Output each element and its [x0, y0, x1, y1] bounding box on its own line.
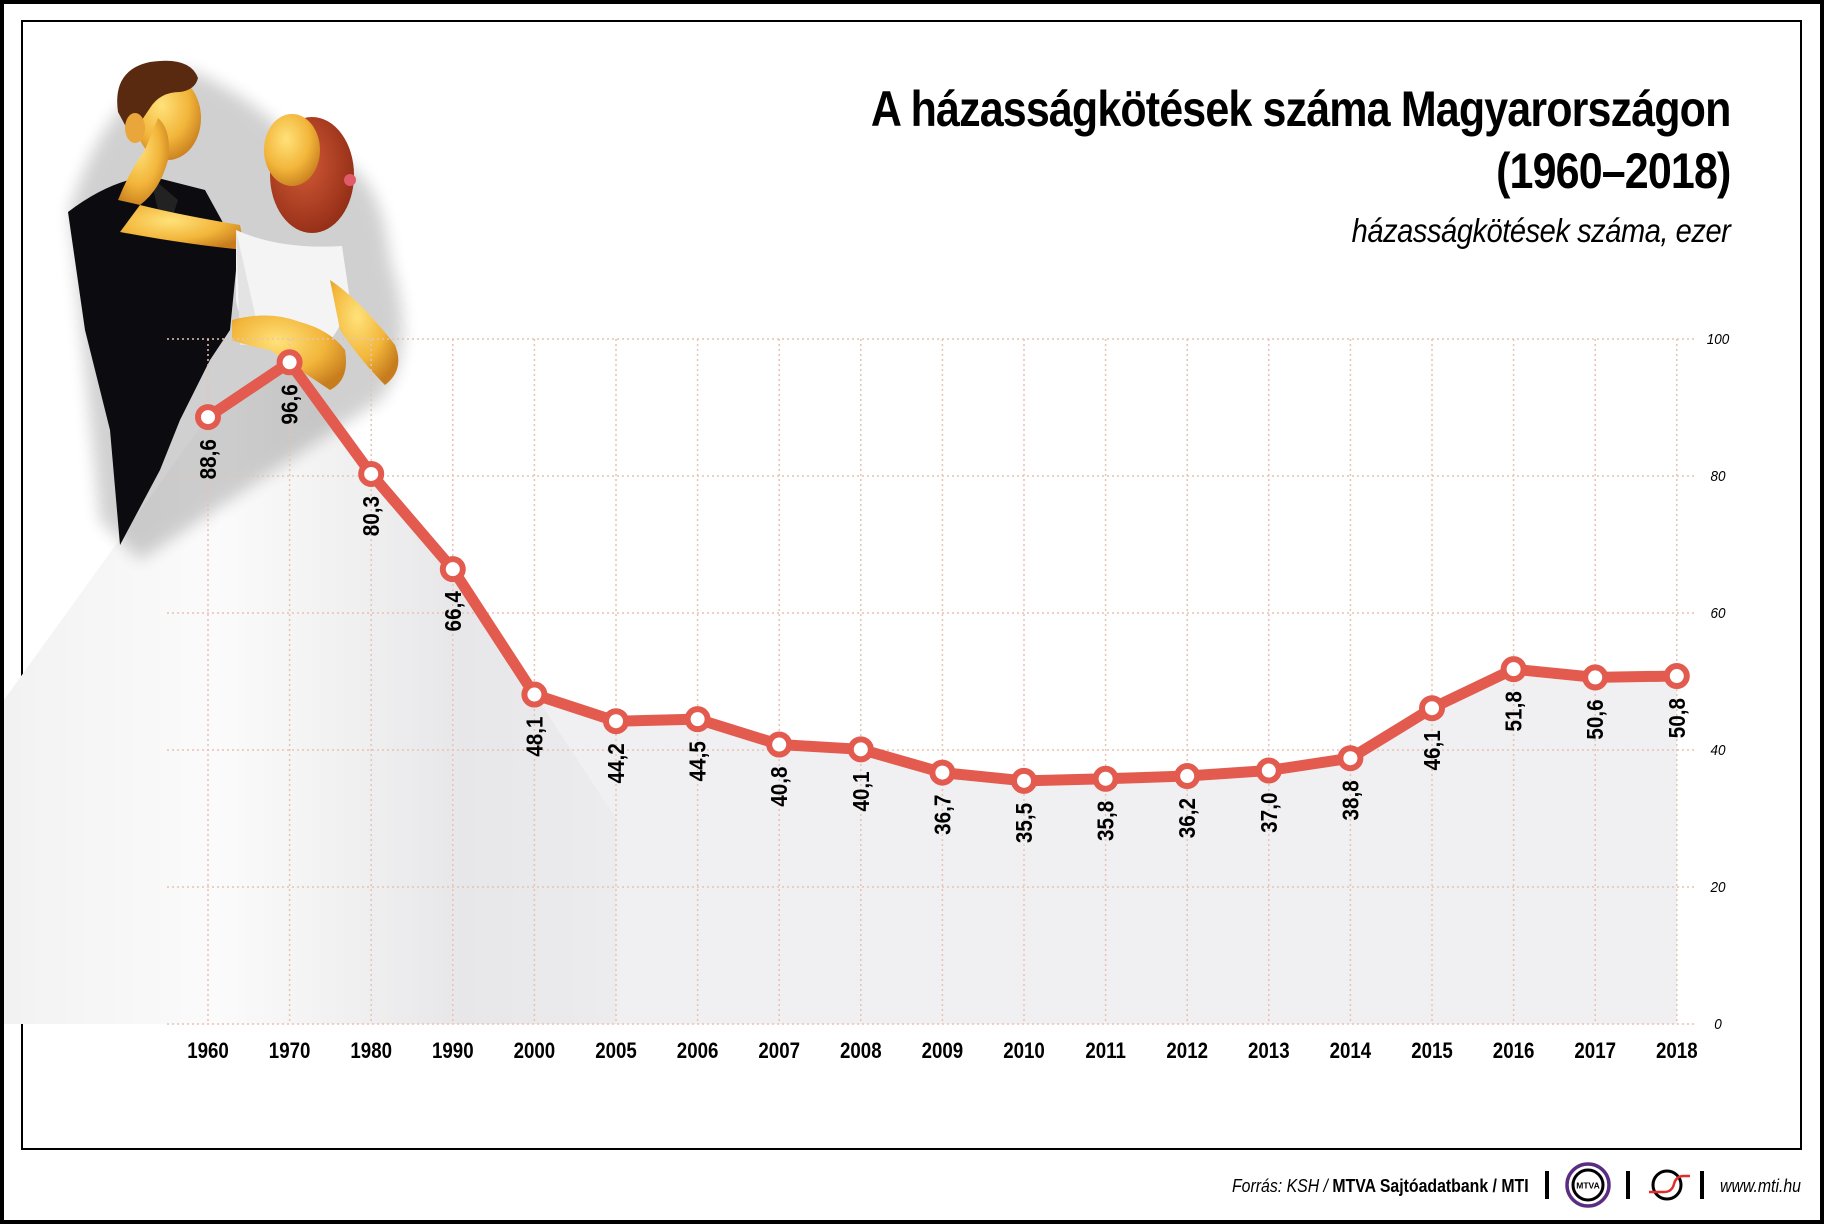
- data-value-label: 48,1: [521, 717, 547, 757]
- data-value-label: 50,8: [1664, 698, 1690, 738]
- data-value-label: 38,8: [1337, 780, 1363, 820]
- data-point-marker: [603, 708, 629, 735]
- data-value-label: 80,3: [358, 496, 384, 536]
- value-labels: 88,6 96,6 80,3 66,4 48,1 44,2 44,5 40,8 40,1 36,7…: [195, 384, 1690, 843]
- x-axis-tick-label: 2009: [922, 1040, 964, 1064]
- data-point-marker: [1663, 663, 1690, 690]
- data-value-label: 88,6: [195, 439, 221, 479]
- x-axis-tick-label: 2013: [1248, 1040, 1290, 1064]
- x-axis-tick-label: 2018: [1656, 1040, 1698, 1064]
- data-value-label: 35,5: [1011, 803, 1037, 843]
- x-axis-labels: 1960 1970 1980 1990 2000 2005 2006 2007 2008 2009…: [187, 1040, 1697, 1064]
- data-point-marker: [195, 404, 221, 431]
- x-axis-tick-label: 2012: [1166, 1040, 1208, 1064]
- source-agency: MTVA Sajtóadatbank / MTI: [1332, 1176, 1529, 1196]
- x-axis-tick-label: 2007: [758, 1040, 800, 1064]
- data-point-marker: [1419, 695, 1445, 722]
- data-value-label: 50,6: [1582, 699, 1608, 739]
- chart-title-line1: A házasságkötések száma Magyarországon: [870, 81, 1730, 137]
- data-value-label: 51,8: [1501, 691, 1527, 731]
- data-point-marker: [1500, 656, 1527, 683]
- footer-separator: [1545, 1171, 1549, 1199]
- mtva-logo-icon: MTVA: [1565, 1162, 1611, 1208]
- data-point-marker: [1255, 757, 1282, 784]
- data-value-label: 40,1: [848, 771, 874, 811]
- x-axis-tick-label: 2015: [1411, 1040, 1453, 1064]
- y-axis-tick-label: 60: [1710, 605, 1725, 622]
- data-point-marker: [766, 731, 793, 758]
- source-prefix: Forrás: KSH /: [1232, 1176, 1333, 1196]
- mti-logo-icon: [1649, 1169, 1690, 1201]
- data-point-marker: [847, 736, 874, 763]
- y-axis-tick-label: 20: [1710, 879, 1726, 896]
- data-value-label: 35,8: [1093, 801, 1119, 841]
- data-value-label: 96,6: [277, 384, 303, 424]
- data-line: [195, 349, 1690, 794]
- x-axis-tick-label: 2011: [1085, 1040, 1126, 1064]
- x-axis-tick-label: 1980: [350, 1040, 392, 1064]
- website-link[interactable]: www.mti.hu: [1720, 1176, 1801, 1196]
- x-axis-tick-label: 2017: [1574, 1040, 1616, 1064]
- data-point-marker: [521, 681, 548, 708]
- data-point-marker: [929, 759, 956, 786]
- data-value-label: 66,4: [440, 590, 466, 631]
- chart-subtitle: házasságkötések száma, ezer: [1351, 212, 1730, 249]
- x-axis-tick-label: 2000: [514, 1040, 556, 1064]
- y-axis-tick-label: 0: [1714, 1016, 1722, 1033]
- footer-separator: [1700, 1171, 1704, 1199]
- chart-title-line2: (1960–2018): [1495, 143, 1731, 199]
- data-value-label: 37,0: [1256, 793, 1282, 833]
- data-value-label: 36,7: [929, 795, 955, 835]
- x-axis-tick-label: 1960: [187, 1040, 229, 1064]
- x-axis-tick-label: 2014: [1330, 1040, 1372, 1064]
- data-point-marker: [1011, 767, 1037, 794]
- data-value-label: 44,5: [685, 741, 711, 781]
- mtva-logo-text: MTVA: [1576, 1181, 1599, 1191]
- data-point-marker: [1174, 763, 1201, 790]
- data-point-marker: [276, 349, 303, 376]
- x-axis-tick-label: 2016: [1493, 1040, 1535, 1064]
- x-axis-tick-label: 1990: [432, 1040, 474, 1064]
- data-point-marker: [1092, 765, 1119, 792]
- y-axis-labels: 0 20 40 60 80 100: [1707, 331, 1730, 1033]
- y-axis-tick-label: 100: [1707, 331, 1730, 348]
- wedding-couple-illustration-icon: [68, 60, 403, 560]
- footer-separator: [1626, 1171, 1630, 1199]
- source-credit: Forrás: KSH / MTVA Sajtóadatbank / MTI: [1232, 1172, 1529, 1200]
- data-value-label: 40,8: [766, 767, 792, 807]
- y-axis-tick-label: 80: [1710, 468, 1725, 485]
- chart-title: A házasságkötések száma Magyarországon (…: [870, 78, 1730, 202]
- data-point-marker: [439, 556, 466, 583]
- x-axis-tick-label: 1970: [269, 1040, 311, 1064]
- x-axis-tick-label: 2006: [677, 1040, 719, 1064]
- chart-frame: [21, 20, 1802, 1150]
- data-point-marker: [1337, 745, 1364, 772]
- y-axis-tick-label: 40: [1710, 742, 1725, 759]
- x-axis-tick-label: 2005: [595, 1040, 637, 1064]
- grid: [167, 338, 1695, 1025]
- data-value-label: 36,2: [1174, 798, 1200, 838]
- data-point-marker: [684, 706, 711, 733]
- data-value-label: 46,1: [1419, 730, 1445, 770]
- x-axis-tick-label: 2008: [840, 1040, 882, 1064]
- data-value-label: 44,2: [603, 743, 629, 783]
- x-axis-tick-label: 2010: [1003, 1040, 1045, 1064]
- data-point-marker: [358, 460, 385, 487]
- data-point-marker: [1582, 664, 1609, 691]
